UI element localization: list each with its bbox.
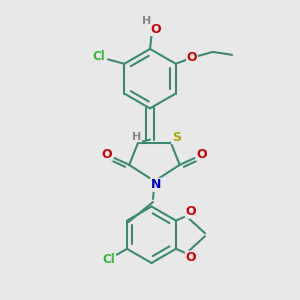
Text: N: N	[151, 178, 161, 191]
Text: S: S	[172, 131, 181, 144]
Text: O: O	[185, 205, 196, 218]
Text: O: O	[151, 22, 161, 35]
Text: O: O	[197, 148, 207, 161]
Text: H: H	[132, 132, 141, 142]
Text: Cl: Cl	[93, 50, 105, 63]
Text: O: O	[102, 148, 112, 161]
Text: O: O	[187, 51, 197, 64]
Text: Cl: Cl	[103, 253, 116, 266]
Text: H: H	[142, 16, 152, 26]
Text: O: O	[185, 251, 196, 264]
